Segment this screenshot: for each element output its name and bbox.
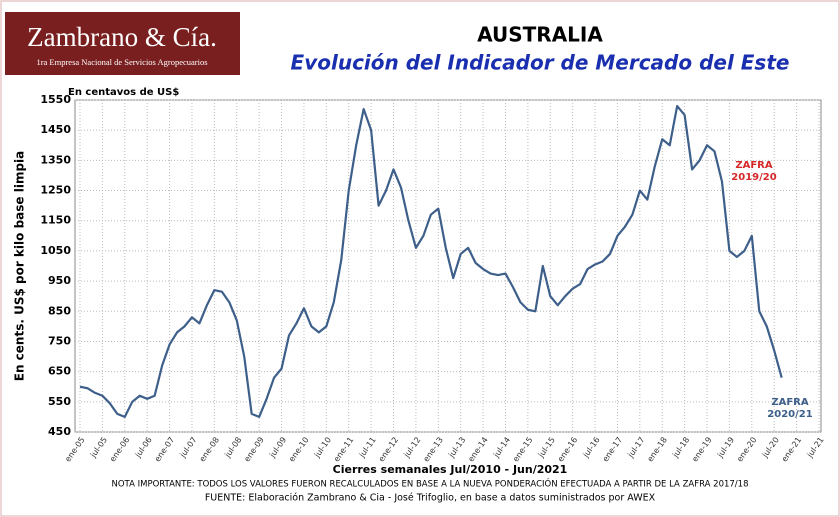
chart-title: AUSTRALIA <box>477 23 603 47</box>
source: FUENTE: Elaboración Zambrano & Cia - Jos… <box>205 493 656 504</box>
annotation: ZAFRA <box>771 397 809 408</box>
y-tick-label: 950 <box>48 274 71 287</box>
y-tick-label: 750 <box>48 334 71 347</box>
logo-name: Zambrano & Cía. <box>27 22 217 52</box>
y-tick-label: 1350 <box>40 153 71 166</box>
note: NOTA IMPORTANTE: TODOS LOS VALORES FUERO… <box>112 478 749 490</box>
y-tick-label: 450 <box>48 425 71 438</box>
annotation: 2020/21 <box>767 409 812 420</box>
annotation: ZAFRA <box>735 160 773 171</box>
unit-note: En centavos de US$ <box>68 87 179 98</box>
y-tick-label: 650 <box>48 365 71 378</box>
y-tick-label: 1450 <box>40 123 71 136</box>
chart-subtitle: Evolución del Indicador de Mercado del E… <box>291 51 790 75</box>
plot-area <box>74 99 822 433</box>
x-axis-label: Cierres semanales Jul/2010 - Jun/2021 <box>333 463 568 476</box>
line <box>79 104 783 419</box>
logo-box <box>5 12 240 75</box>
y-tick-label: 1050 <box>40 244 71 257</box>
y-tick-label: 550 <box>48 395 71 408</box>
annotation: 2019/20 <box>731 172 776 183</box>
y-axis-label: En cents. US$ por kilo base limpia <box>13 151 27 381</box>
logo-tagline: 1ra Empresa Nacional de Servicios Agrope… <box>36 57 207 67</box>
y-tick-label: 1150 <box>40 214 71 227</box>
y-tick-label: 1550 <box>40 93 71 106</box>
y-tick-label: 850 <box>48 304 71 317</box>
y-tick-label: 1250 <box>40 184 71 197</box>
